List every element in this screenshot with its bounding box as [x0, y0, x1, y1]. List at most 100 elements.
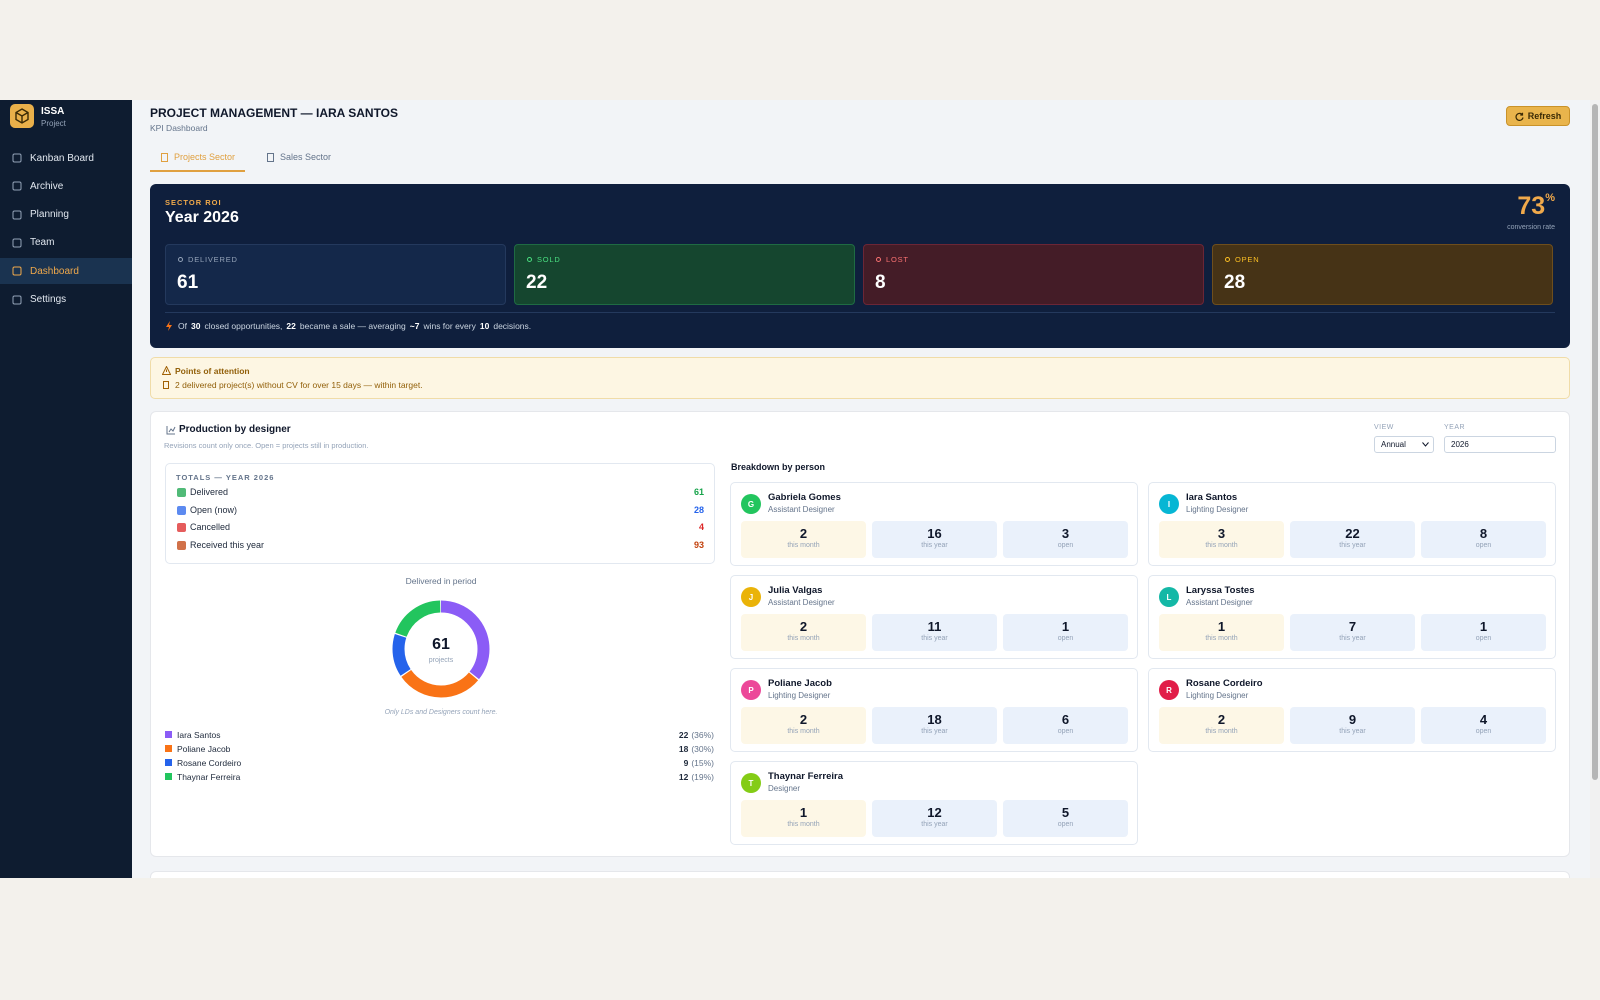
nav-item[interactable]: Kanban Board	[30, 152, 94, 164]
chevron	[1422, 442, 1429, 447]
stat-box: 12 this year	[872, 800, 997, 837]
stat-value: 1	[1217, 619, 1226, 634]
total-icon	[177, 505, 186, 515]
roi-panel: SECTOR ROI Year 2026 73% conversion rate…	[150, 184, 1570, 348]
year-label: YEAR	[1444, 424, 1466, 431]
stat-box: 9 this year	[1290, 707, 1415, 744]
total-value: 61	[693, 487, 704, 497]
stat-value: 2	[1217, 712, 1226, 727]
tab-icon	[161, 153, 168, 162]
stat-value: 11	[927, 619, 942, 634]
avatar: J	[741, 587, 761, 607]
nav-icon-shape	[12, 266, 22, 276]
stat-box: 2 this month	[741, 614, 866, 651]
nav-icon	[12, 295, 22, 304]
stat-box: 1 open	[1003, 614, 1128, 651]
legend-share: (36%)	[691, 730, 714, 740]
donut-slice	[392, 600, 490, 698]
avatar: P	[741, 680, 761, 700]
legend-swatch	[165, 745, 172, 752]
rate-value: 73	[1517, 192, 1546, 220]
refresh-icon	[1515, 112, 1524, 121]
avatar: L	[1159, 587, 1179, 607]
stat-box: 22 this year	[1290, 521, 1415, 558]
nav-icon-shape	[12, 210, 22, 220]
brand: ISSA	[41, 106, 65, 117]
stat-value: 1	[1479, 619, 1488, 634]
legend-name: Thaynar Ferreira	[177, 772, 241, 782]
summary-part: wins for every	[423, 321, 476, 331]
roi-card: OPEN 28	[1212, 244, 1553, 305]
stat-value: 9	[1348, 712, 1357, 727]
summary-part: 30	[190, 321, 201, 331]
stat-label: this month	[787, 635, 820, 642]
total-label: Received this year	[190, 539, 265, 550]
page-subtitle: KPI Dashboard	[150, 123, 208, 133]
brand-sub: Project	[41, 119, 66, 128]
total-value: 93	[693, 539, 704, 550]
stat-label: this year	[921, 635, 948, 642]
stat-label: this year	[1339, 635, 1366, 642]
stat-box: 4 open	[1421, 707, 1546, 744]
legend-count: 12	[678, 772, 689, 782]
nav-icon-shape	[12, 238, 22, 248]
nav-item[interactable]: Settings	[30, 294, 67, 305]
scroll-thumb[interactable]	[1592, 104, 1598, 780]
stat-label: open	[1475, 728, 1492, 735]
stat-label: this month	[1205, 542, 1238, 549]
nav-icon	[12, 210, 22, 220]
next-panel	[150, 871, 1570, 878]
roi-card-dot	[876, 257, 881, 262]
year-input[interactable]: 2026	[1444, 436, 1556, 453]
nav-item[interactable]: Dashboard	[0, 258, 132, 285]
stat-label: open	[1475, 635, 1492, 642]
legend-share: (15%)	[691, 758, 714, 768]
stat-label: open	[1057, 728, 1074, 735]
stat-box: 18 this year	[872, 707, 997, 744]
tab[interactable]: Projects Sector	[150, 146, 246, 172]
nav-item[interactable]: Team	[30, 237, 55, 249]
totals-title: TOTALS — YEAR 2026	[176, 473, 275, 482]
stat-box: 3 this month	[1159, 521, 1284, 558]
doc-icon	[163, 381, 169, 389]
summary-part: closed opportunities,	[204, 321, 283, 331]
stat-label: this month	[787, 542, 820, 549]
tab[interactable]: Sales Sector	[280, 152, 332, 162]
sidebar: ISSA Project Kanban Board Archive Planning…	[0, 100, 132, 878]
legend-swatch	[165, 731, 172, 738]
rate-label: conversion rate	[1507, 224, 1555, 231]
chart-icon	[166, 426, 176, 435]
stat-label: open	[1475, 542, 1492, 549]
view-label: VIEW	[1374, 424, 1394, 431]
logo	[10, 104, 34, 128]
roi-card-label: SOLD	[537, 255, 561, 264]
nav-icon-shape	[12, 295, 22, 304]
nav-icon-shape	[12, 181, 22, 191]
total-label: Delivered	[190, 487, 229, 497]
stat-label: this month	[1205, 728, 1238, 735]
production-panel: Production by designer Revisions count o…	[150, 411, 1570, 857]
donut-title: Delivered in period	[405, 576, 477, 586]
view-select[interactable]: Annual	[1374, 436, 1434, 453]
person-name: Julia Valgas	[768, 585, 823, 596]
scrollbar[interactable]	[1590, 100, 1600, 878]
nav-item[interactable]: Archive	[30, 180, 64, 192]
person-role: Lighting Designer	[1186, 691, 1249, 700]
tab-icon	[267, 153, 274, 162]
roi-card-label: LOST	[886, 255, 909, 264]
nav-item[interactable]: Planning	[30, 209, 69, 221]
stat-value: 12	[927, 805, 942, 820]
summary-part: ~7	[409, 321, 420, 331]
stat-box: 1 this month	[1159, 614, 1284, 651]
total-icon	[177, 540, 186, 550]
person-card: R Rosane Cordeiro Lighting Designer 2 this m…	[1148, 668, 1556, 752]
legend-name: Poliane Jacob	[177, 744, 231, 754]
roi-card: SOLD 22	[514, 244, 855, 305]
stat-value: 3	[1217, 526, 1226, 541]
person-card: I Iara Santos Lighting Designer 3 this month…	[1148, 482, 1556, 566]
roi-card-value: 22	[526, 272, 548, 293]
total-label: Open (now)	[190, 504, 238, 515]
attention-item: 2 delivered project(s) without CV for ov…	[175, 380, 423, 390]
refresh-button[interactable]: Refresh	[1506, 106, 1570, 126]
person-name: Laryssa Tostes	[1186, 585, 1255, 596]
